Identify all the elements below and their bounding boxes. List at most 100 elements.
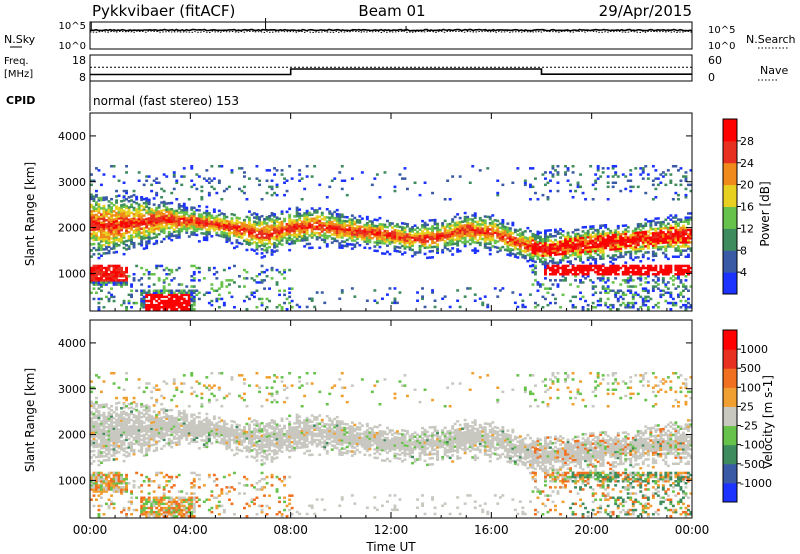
- power-cell: [381, 239, 384, 243]
- power-cell: [230, 227, 234, 230]
- power-cell: [634, 233, 638, 237]
- power-cell: [97, 306, 101, 309]
- power-cell: [127, 206, 131, 209]
- power-cell: [112, 295, 116, 299]
- power-cell: [388, 238, 392, 241]
- power-cell: [212, 187, 216, 191]
- power-cell: [120, 273, 123, 276]
- power-cell: [581, 308, 585, 311]
- power-cell: [408, 237, 412, 241]
- power-cell: [664, 270, 668, 274]
- power-cell: [624, 273, 628, 276]
- power-cell: [235, 220, 239, 224]
- power-cell: [496, 236, 500, 239]
- power-cell: [355, 229, 359, 232]
- power-cell: [599, 277, 603, 280]
- power-cell: [456, 242, 460, 245]
- power-cell: [483, 233, 487, 237]
- power-cell: [441, 234, 445, 237]
- power-cell: [564, 235, 567, 239]
- power-cell: [350, 214, 354, 217]
- power-cell: [378, 235, 382, 238]
- power-cell: [157, 306, 161, 309]
- velocity-cell: [105, 475, 108, 479]
- power-cell: [333, 229, 337, 232]
- power-cell: [147, 270, 151, 274]
- power-cell: [468, 224, 472, 227]
- power-cell: [461, 226, 465, 230]
- power-cell: [172, 295, 176, 299]
- freq-label-line2: [MHz]: [4, 69, 33, 80]
- power-cell: [132, 301, 136, 305]
- power-cell: [102, 198, 106, 202]
- power-cell: [220, 285, 224, 288]
- power-cell: [659, 227, 663, 230]
- power-cell: [433, 218, 437, 222]
- power-cell: [679, 228, 683, 232]
- power-cell: [182, 308, 186, 311]
- power-cell: [117, 275, 121, 278]
- power-cell: [416, 234, 419, 238]
- power-cell: [406, 187, 409, 191]
- power-cell: [569, 262, 572, 265]
- power-cell: [270, 228, 274, 231]
- power-cell: [313, 165, 317, 168]
- power-cell: [544, 239, 547, 243]
- power-cell: [381, 252, 384, 255]
- power-cell: [544, 268, 547, 272]
- power-cell: [386, 225, 389, 229]
- power-cell: [486, 232, 490, 235]
- power-cell: [594, 241, 598, 244]
- power-cell: [406, 225, 409, 228]
- power-cell: [601, 230, 605, 233]
- power-cell: [521, 303, 525, 307]
- power-cell: [466, 287, 470, 290]
- power-cell: [125, 198, 128, 201]
- power-cell: [90, 173, 93, 176]
- power-cell: [160, 293, 164, 297]
- power-cell: [253, 230, 256, 234]
- power-cell: [145, 197, 149, 200]
- power-cell: [97, 199, 101, 202]
- power-cell: [436, 228, 439, 232]
- power-cell: [549, 171, 552, 174]
- power-cell: [656, 273, 660, 276]
- power-cell: [641, 239, 645, 242]
- power-cell: [235, 216, 239, 219]
- power-cell: [245, 295, 249, 299]
- power-cell: [112, 218, 116, 221]
- power-cell: [654, 242, 658, 245]
- power-cell: [421, 244, 424, 248]
- power-cell: [180, 183, 184, 187]
- power-cell: [273, 244, 276, 247]
- power-cell: [273, 213, 276, 216]
- power-cell: [554, 245, 557, 248]
- power-cell: [614, 231, 618, 234]
- power-cell: [684, 171, 688, 174]
- power-cell: [626, 273, 630, 276]
- velocity-cell: [120, 475, 123, 479]
- power-cell: [609, 264, 613, 268]
- power-cell: [235, 233, 239, 236]
- power-cell: [270, 220, 274, 223]
- power-cell: [350, 247, 354, 250]
- power-cell: [646, 266, 650, 270]
- power-cell: [626, 240, 630, 243]
- velocity-cell: [115, 484, 118, 487]
- power-cell: [596, 270, 600, 274]
- power-cell: [155, 223, 159, 226]
- velocity-cell: [110, 372, 113, 375]
- power-cell: [626, 289, 630, 292]
- velocity-cell: [112, 417, 116, 420]
- power-cell: [631, 229, 635, 233]
- power-cell: [152, 291, 156, 294]
- power-cell: [646, 234, 650, 238]
- power-colorbar-tick-label-5: 24: [740, 157, 754, 170]
- power-cell: [406, 239, 409, 242]
- power-cell: [150, 216, 154, 219]
- velocity-cell: [90, 443, 93, 447]
- power-cell: [120, 268, 123, 272]
- velocity-cell: [95, 484, 98, 487]
- power-cell: [102, 248, 106, 251]
- power-cell: [579, 173, 582, 176]
